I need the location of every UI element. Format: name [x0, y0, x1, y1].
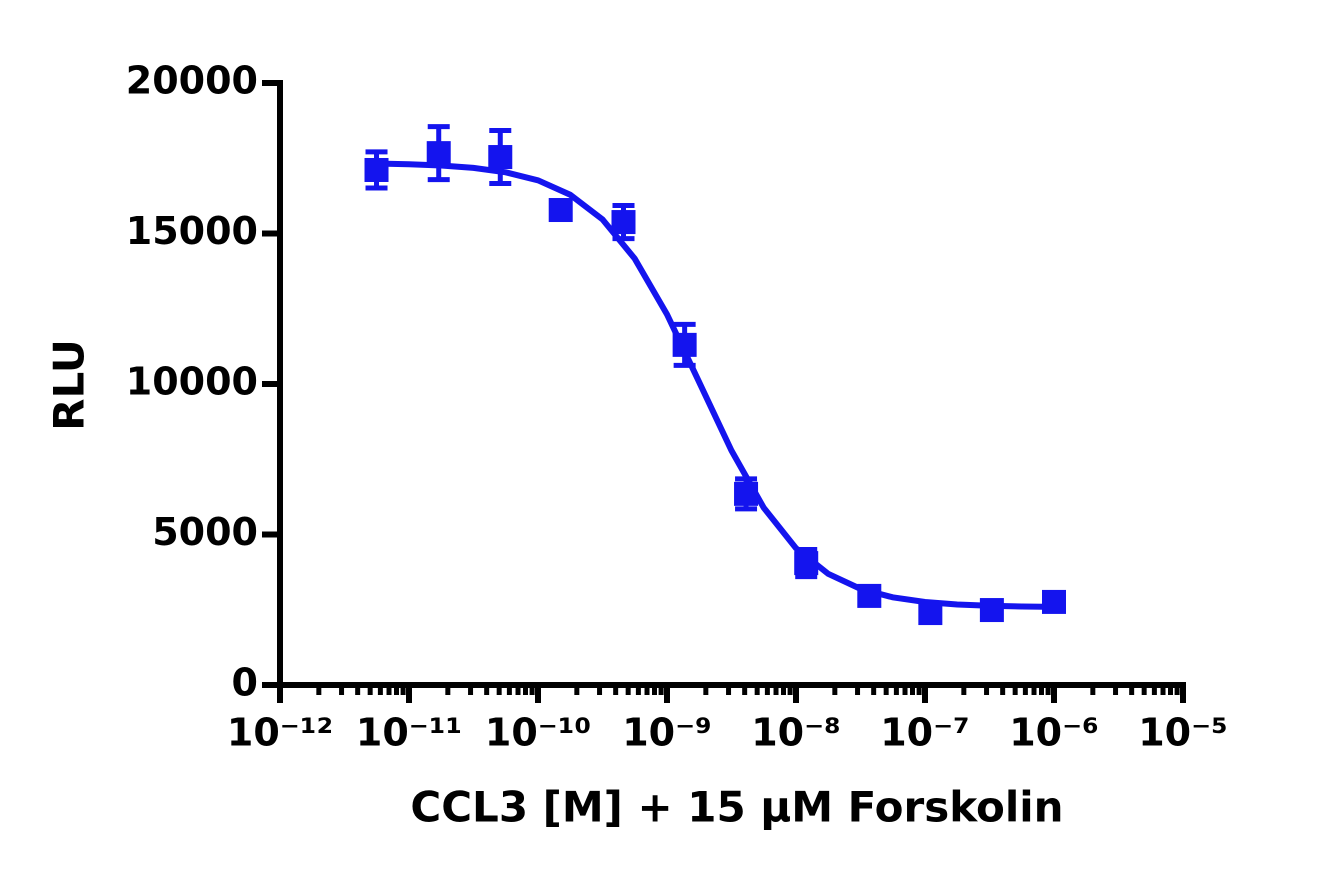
- data-point: [364, 157, 389, 182]
- y-tick-label: 20000: [126, 59, 258, 103]
- x-tick-label: 10⁻¹²: [227, 711, 333, 755]
- x-tick-label: 10⁻⁹: [622, 711, 712, 755]
- y-tick-label: 0: [232, 661, 258, 705]
- x-axis-label: CCL3 [M] + 15 µM Forskolin: [410, 783, 1063, 832]
- data-point: [794, 551, 819, 576]
- x-tick-label: 10⁻¹¹: [356, 711, 462, 755]
- x-tick-label: 10⁻¹⁰: [485, 711, 591, 755]
- data-point: [857, 583, 882, 608]
- data-point: [488, 145, 513, 170]
- x-tick-label: 10⁻⁸: [751, 711, 841, 755]
- fit-curve: [376, 160, 1055, 610]
- data-point: [979, 598, 1004, 623]
- x-tick-label: 10⁻⁷: [880, 711, 970, 755]
- y-tick-label: 5000: [152, 510, 258, 554]
- data-point: [672, 332, 697, 357]
- data-point: [548, 198, 573, 223]
- y-tick-label: 15000: [126, 209, 258, 253]
- data-point: [611, 210, 636, 235]
- data-point: [1042, 589, 1066, 614]
- data-point: [734, 481, 759, 506]
- x-tick-label: 10⁻⁶: [1009, 711, 1099, 755]
- y-axis-label: RLU: [45, 339, 94, 431]
- data-point: [918, 601, 943, 626]
- data-point: [426, 141, 451, 166]
- y-tick-label: 10000: [126, 360, 258, 404]
- x-tick-label: 10⁻⁵: [1138, 711, 1228, 755]
